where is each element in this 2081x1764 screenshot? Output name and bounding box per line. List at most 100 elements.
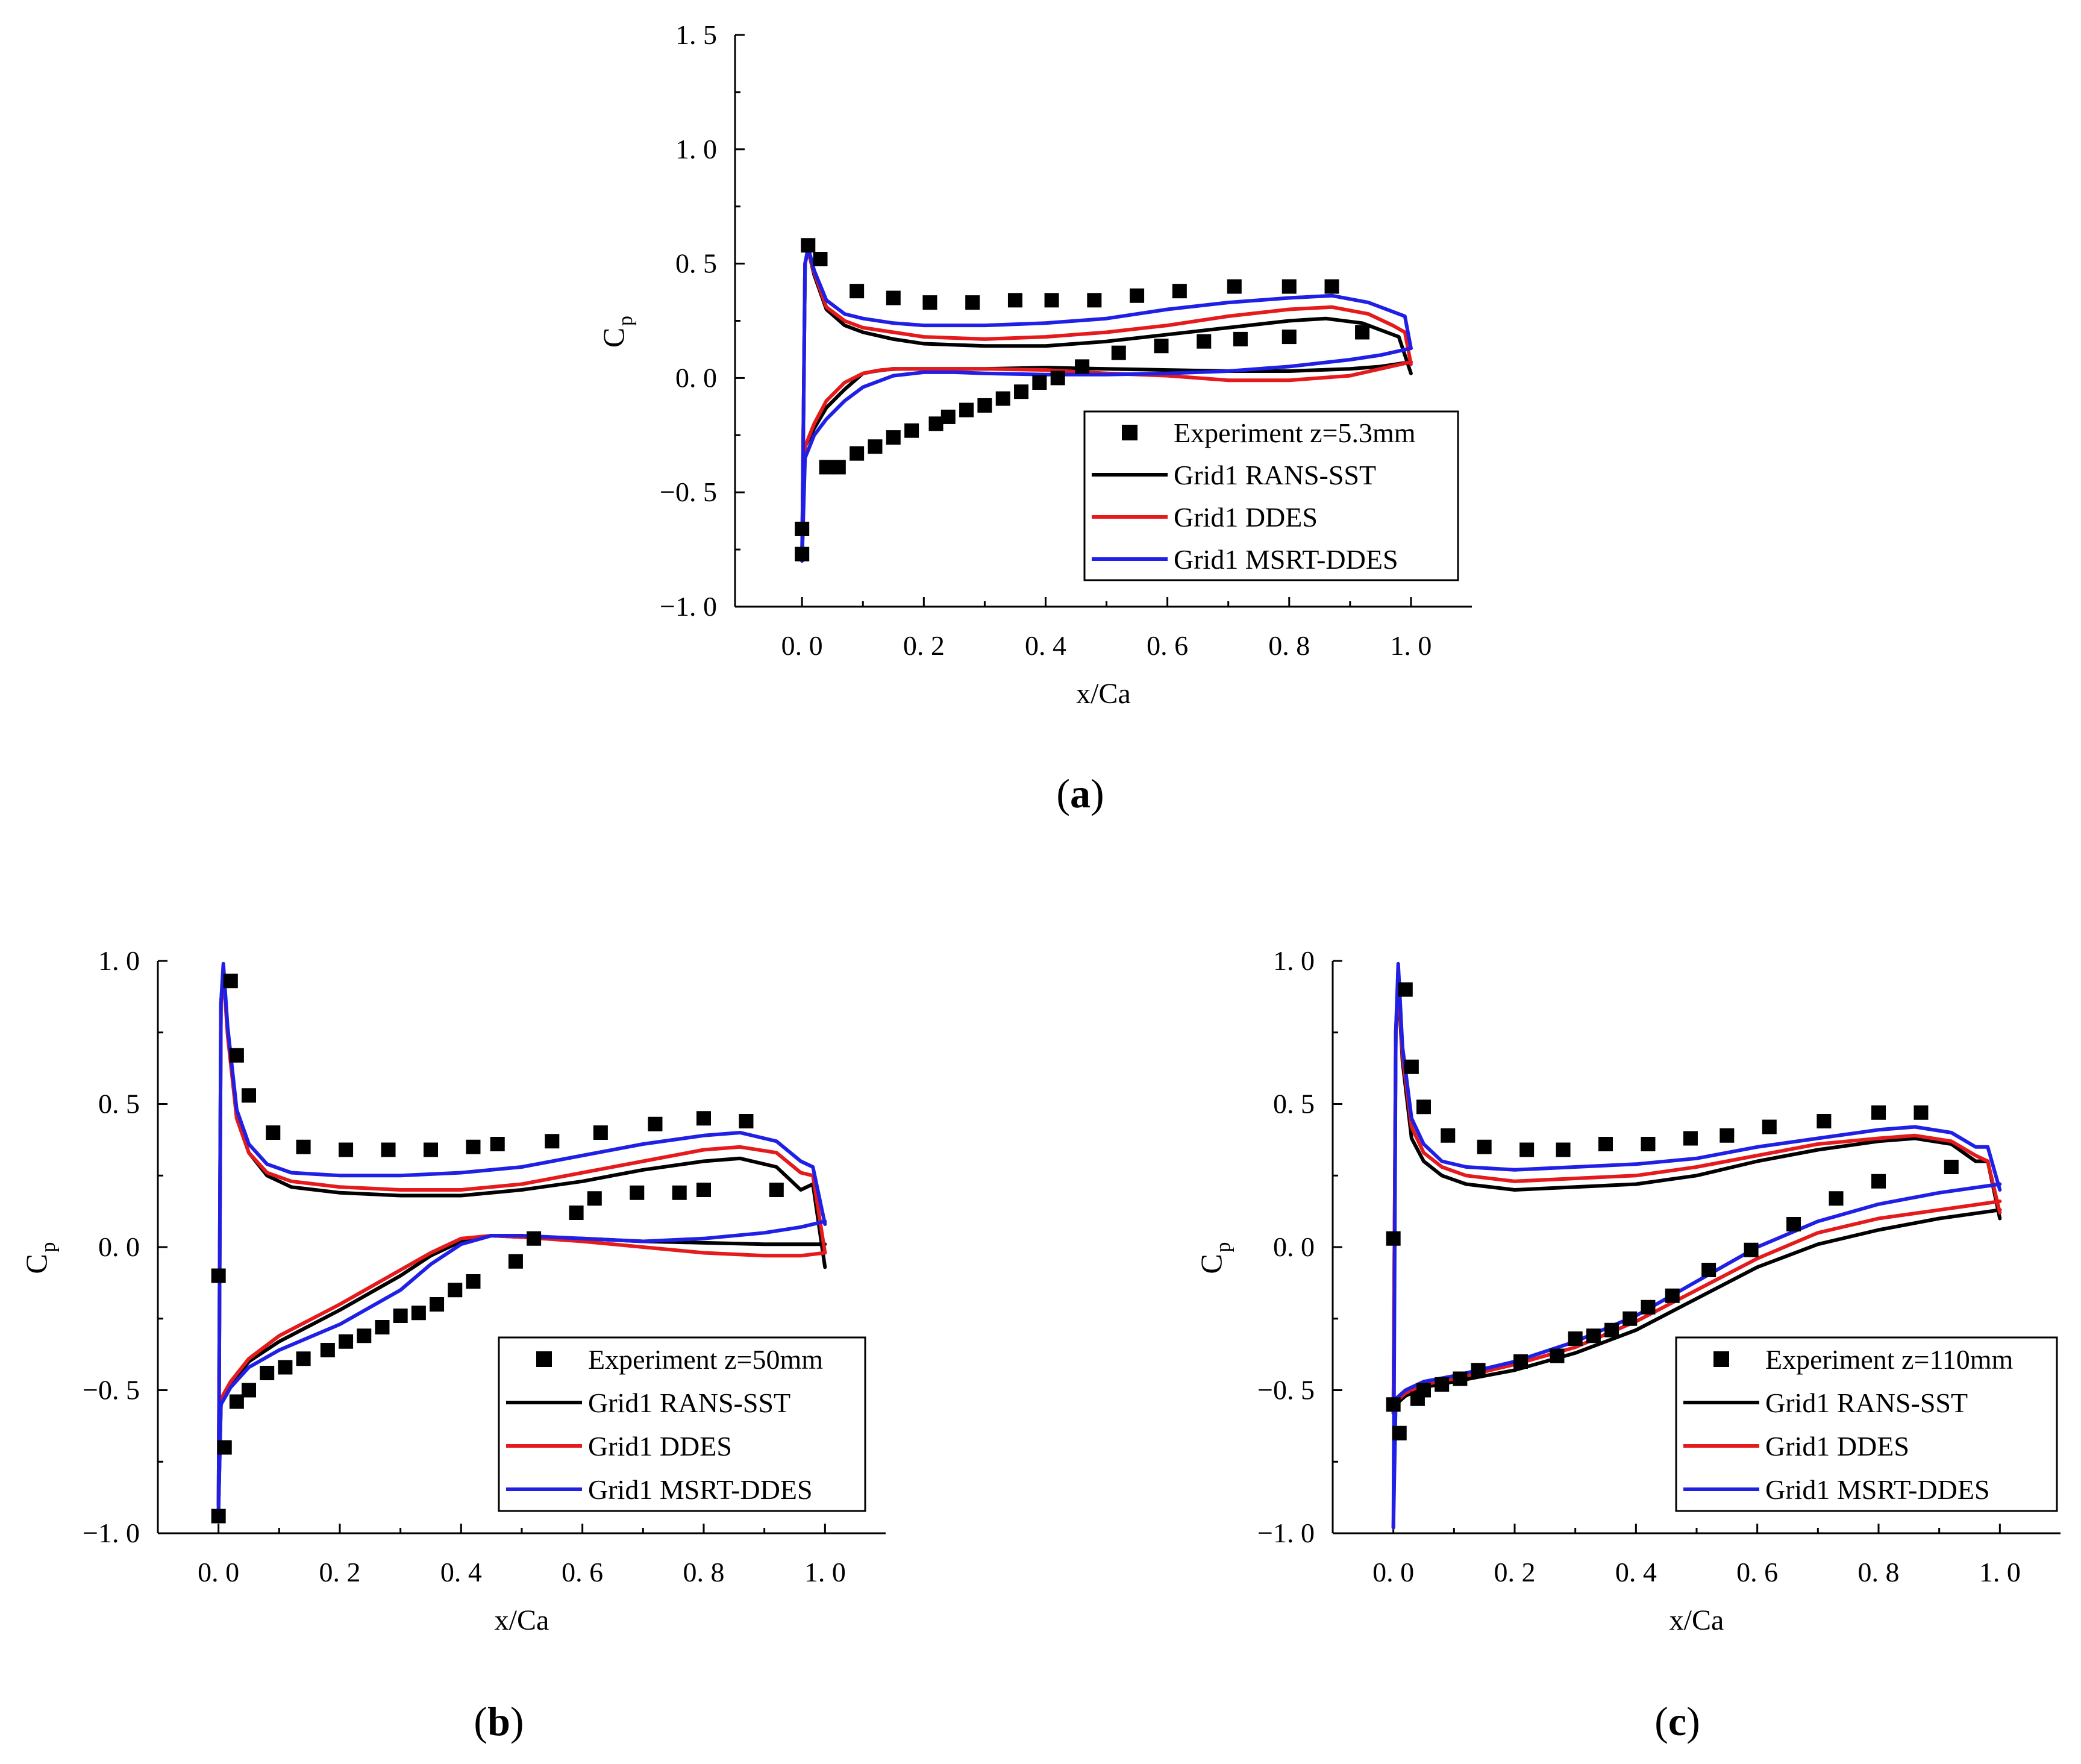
experiment-point [1075, 359, 1090, 374]
x-tick-label: 0. 0 [1372, 1557, 1414, 1587]
experiment-point [229, 1048, 244, 1063]
experiment-point [977, 398, 992, 413]
legend-label: Grid1 MSRT-DDES [1174, 544, 1398, 575]
experiment-point [868, 439, 883, 454]
experiment-point [1701, 1263, 1716, 1277]
series-line-msrt-upper [1391, 962, 2002, 1530]
panel-label-letter: b [487, 1698, 510, 1744]
y-axis-label: Cp [19, 1242, 60, 1274]
experiment-point [1744, 1242, 1759, 1257]
series-line-msrt-lower [216, 1219, 827, 1512]
experiment-point [242, 1088, 256, 1103]
experiment-point [466, 1274, 481, 1289]
legend-box [1675, 1336, 2058, 1512]
experiment-point [696, 1111, 711, 1126]
y-axis-label-main: C [596, 328, 630, 348]
experiment-point [1435, 1377, 1450, 1392]
experiment-point [1477, 1139, 1492, 1154]
experiment-point [339, 1334, 354, 1349]
experiment-point [393, 1309, 408, 1323]
experiment-point [739, 1114, 754, 1128]
experiment-point [375, 1320, 390, 1334]
experiment-point [1817, 1114, 1832, 1128]
experiment-point [430, 1297, 445, 1312]
experiment-point [1586, 1328, 1601, 1343]
experiment-point [1281, 330, 1297, 345]
experiment-point [1398, 982, 1413, 997]
y-tick-label: 1. 0 [98, 945, 140, 976]
legend-marker-experiment [536, 1351, 552, 1367]
experiment-point [229, 1394, 244, 1409]
experiment-point [886, 430, 901, 445]
experiment-point [1392, 1425, 1407, 1440]
y-tick-label: 0. 5 [98, 1089, 140, 1119]
experiment-point [795, 521, 810, 536]
experiment-point [1416, 1099, 1431, 1115]
experiment-point [266, 1125, 281, 1140]
experiment-point [1604, 1322, 1619, 1337]
series-msrt [800, 246, 1413, 563]
experiment-point [320, 1343, 335, 1357]
legend-marker-experiment [1122, 425, 1138, 440]
experiment-point [1281, 279, 1297, 294]
experiment-point [813, 252, 828, 267]
experiment-point [904, 423, 919, 438]
experiment-point [672, 1185, 687, 1200]
x-axis-label: x/Ca [495, 1604, 549, 1636]
experiment-point [593, 1125, 608, 1140]
experiment-point [217, 1440, 232, 1455]
experiment-point [1556, 1142, 1571, 1157]
legend-box [498, 1336, 866, 1512]
experiment-point [819, 460, 834, 475]
experiment-point [1665, 1288, 1680, 1303]
legend-label: Grid1 RANS-SST [1174, 460, 1376, 490]
x-axis-label: x/Ca [1076, 678, 1131, 710]
experiment-point [1233, 331, 1248, 346]
experiment-point [1154, 339, 1169, 354]
experiment-point [1050, 371, 1065, 386]
experiment-point [1641, 1300, 1656, 1315]
series-line-rans-lower [1391, 1208, 2002, 1415]
legend-label: Grid1 RANS-SST [588, 1387, 790, 1418]
experiment-point [1914, 1105, 1929, 1120]
experiment-point [1416, 1383, 1431, 1398]
experiment-point [1087, 293, 1102, 308]
panel-label-close: ) [510, 1698, 524, 1744]
x-tick-label: 0. 4 [1025, 630, 1066, 661]
experiment-point [1683, 1131, 1698, 1146]
experiment-point [381, 1142, 396, 1157]
experiment-point [1786, 1217, 1801, 1231]
experiment-point [850, 446, 865, 461]
x-tick-label: 0. 0 [198, 1557, 239, 1587]
experiment-markers [1386, 982, 1959, 1440]
experiment-point [1032, 375, 1047, 390]
experiment-point [995, 391, 1010, 406]
experiment-markers [795, 238, 1370, 561]
legend-label: Grid1 DDES [1765, 1431, 1909, 1462]
y-tick-label: 1. 0 [675, 134, 717, 164]
legend: Experiment z=110mm Grid1 RANS-SST Grid1 DD… [1675, 1336, 2058, 1512]
panel-label: (b) [474, 1698, 524, 1744]
experiment-point [959, 402, 974, 418]
experiment-point [296, 1139, 311, 1154]
x-tick-label: 0. 6 [1147, 630, 1188, 661]
experiment-point [1227, 279, 1242, 294]
experiment-point [357, 1328, 372, 1343]
experiment-point [965, 295, 980, 310]
experiment-point [1324, 279, 1339, 294]
y-tick-label: −0. 5 [83, 1375, 140, 1406]
x-tick-label: 0. 6 [562, 1557, 603, 1587]
legend-label: Grid1 RANS-SST [1765, 1387, 1968, 1418]
series-msrt [216, 962, 827, 1512]
x-tick-label: 1. 0 [1390, 630, 1432, 661]
experiment-point [1871, 1174, 1886, 1189]
experiment-point [940, 409, 956, 424]
x-tick-label: 0. 4 [440, 1557, 482, 1587]
panel-label: (a) [1056, 771, 1104, 816]
experiment-point [801, 238, 816, 253]
experiment-point [1641, 1137, 1656, 1151]
experiment-point [1720, 1128, 1735, 1143]
y-axis-label-subscript: p [37, 1242, 60, 1253]
x-tick-label: 0. 2 [319, 1557, 361, 1587]
